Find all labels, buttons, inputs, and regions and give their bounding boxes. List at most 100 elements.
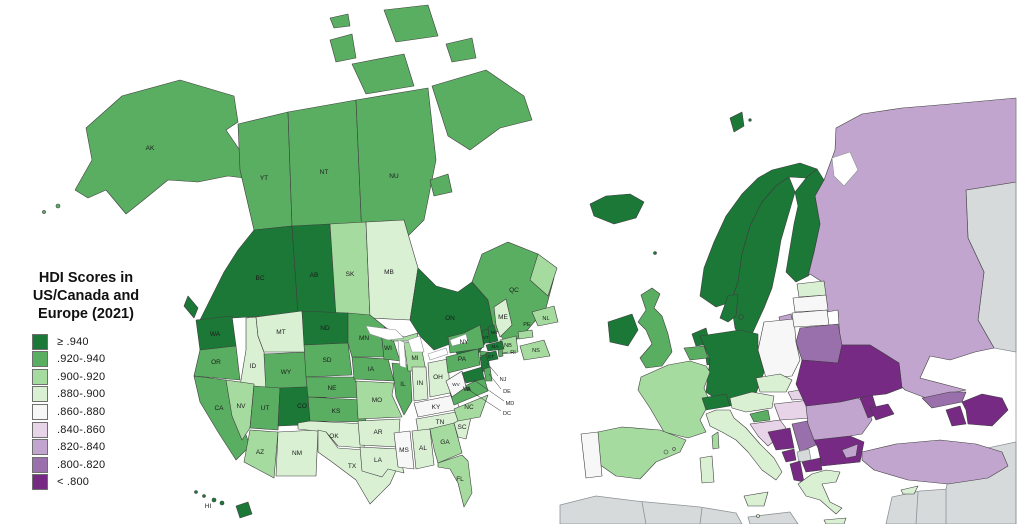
label-OH: OH xyxy=(433,374,443,381)
region-denmark xyxy=(719,293,739,323)
region-crete xyxy=(823,517,847,524)
legend-title-line3: Europe (2021) xyxy=(38,305,134,322)
region-georgia xyxy=(921,391,967,409)
label-PA: PA xyxy=(458,356,467,363)
legend-item: .820-.840 xyxy=(32,438,162,456)
region-NU-island-small xyxy=(329,13,351,29)
label-NU: NU xyxy=(389,173,399,180)
label-IA: IA xyxy=(368,366,375,373)
label-CO: CO xyxy=(297,403,307,410)
region-estonia xyxy=(796,280,827,298)
region-PA xyxy=(445,348,481,374)
label-TN: TN xyxy=(436,419,445,426)
region-SK xyxy=(329,221,371,319)
label-NC: NC xyxy=(464,404,474,411)
region-ukraine xyxy=(795,344,903,407)
label-VA: VA xyxy=(463,386,472,393)
legend-item-label: ≥ .940 xyxy=(57,335,89,348)
region-bosnia xyxy=(767,427,795,451)
legend-title-line2: US/Canada and xyxy=(32,287,140,304)
label-GA: GA xyxy=(440,439,450,446)
region-finland xyxy=(785,168,825,283)
border-morocco-algeria xyxy=(641,501,647,524)
region-switzerland xyxy=(701,393,731,411)
legend-item-label: .840-.860 xyxy=(57,423,106,436)
region-turkey-eu xyxy=(841,443,859,459)
region-HI-island4 xyxy=(219,500,225,506)
label-IN: IN xyxy=(417,380,424,387)
region-GA xyxy=(429,422,463,464)
region-north-africa xyxy=(559,495,743,524)
region-MT xyxy=(255,310,307,353)
legend-item-label: .900-.920 xyxy=(57,370,106,383)
region-AK-aleutian2 xyxy=(42,210,46,214)
region-balearics2 xyxy=(672,447,676,451)
na-map: AK YT NT NU BC AB SK MB ON QC NL NB NS P… xyxy=(42,4,559,519)
label-OR: OR xyxy=(211,359,221,366)
leader-NJ xyxy=(486,362,499,377)
label-CT: CT xyxy=(488,354,494,359)
lake-erie xyxy=(427,347,449,361)
label-CA: CA xyxy=(214,405,224,412)
legend-item-label: .880-.900 xyxy=(57,388,106,401)
region-TX xyxy=(317,429,399,505)
label-WY: WY xyxy=(281,369,292,376)
region-MD xyxy=(461,366,485,384)
label-YT: YT xyxy=(260,175,268,182)
legend-item: ≥ .940 xyxy=(32,333,162,351)
region-NU-baffin-island xyxy=(431,69,533,151)
region-NL-labrador xyxy=(529,253,558,297)
lake-michigan xyxy=(397,339,407,369)
legend-item-label: < .800 xyxy=(57,476,90,489)
label-LA: LA xyxy=(374,457,383,464)
label-MI: MI xyxy=(411,355,418,362)
label-NT: NT xyxy=(320,169,329,176)
label-ME: ME xyxy=(498,314,508,321)
region-uk xyxy=(637,287,673,369)
lake-superior xyxy=(365,325,405,341)
border-levant xyxy=(915,491,919,524)
region-faroe xyxy=(653,251,657,255)
label-SK: SK xyxy=(346,271,355,278)
label-AK: AK xyxy=(146,145,155,152)
label-MB: MB xyxy=(384,269,394,276)
legend-item: < .800 xyxy=(32,474,162,492)
legend-title: HDI Scores in US/Canada and Europe (2021… xyxy=(10,270,162,324)
label-ID: ID xyxy=(250,363,257,370)
border-algeria-tunisia xyxy=(699,507,703,524)
label-NH: NH xyxy=(491,330,498,335)
region-MS xyxy=(393,430,415,470)
region-sicily xyxy=(743,491,769,507)
legend-item-label: .920-.940 xyxy=(57,353,106,366)
region-north-macedonia xyxy=(801,457,823,473)
label-AL: AL xyxy=(419,445,427,452)
label-AB: AB xyxy=(310,272,319,279)
region-BC-vancouver-island xyxy=(183,295,199,319)
region-italy xyxy=(705,409,783,481)
region-MO xyxy=(355,380,403,420)
legend-item: .920-.940 xyxy=(32,351,162,369)
region-DC xyxy=(466,387,470,391)
region-UT xyxy=(249,385,281,431)
region-NL-newfoundland xyxy=(531,305,559,327)
legend-title-line1: HDI Scores in xyxy=(38,270,134,286)
region-corsica xyxy=(711,431,720,450)
region-spain xyxy=(589,426,687,480)
label-NY: NY xyxy=(459,339,469,346)
region-NV xyxy=(225,379,255,441)
label-SD: SD xyxy=(322,357,331,364)
region-MA xyxy=(485,340,505,352)
label-IL: IL xyxy=(400,381,406,388)
label-VT: VT xyxy=(483,335,489,340)
leader-RI xyxy=(502,351,509,354)
label-WI: WI xyxy=(384,345,392,352)
region-YT xyxy=(237,111,293,231)
label-FL: FL xyxy=(456,476,464,483)
region-AB xyxy=(291,223,337,317)
region-HI-island2 xyxy=(202,494,206,498)
leader-DE xyxy=(488,373,502,390)
label-NL: NL xyxy=(542,316,549,322)
region-NU-banks-island xyxy=(329,33,357,63)
region-turkey xyxy=(861,439,1009,485)
